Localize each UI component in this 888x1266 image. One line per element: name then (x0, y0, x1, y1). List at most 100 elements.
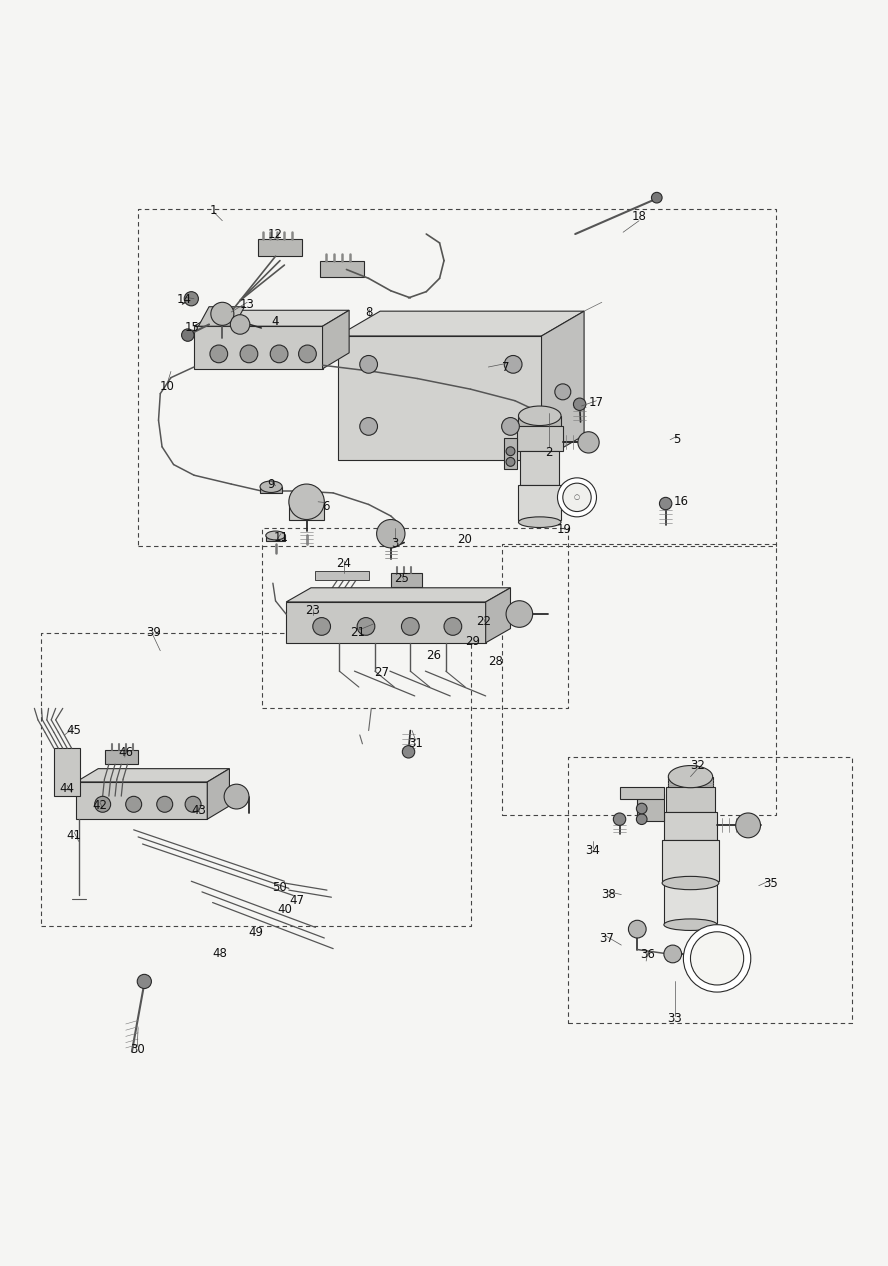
Circle shape (664, 946, 682, 963)
Text: 28: 28 (488, 655, 503, 668)
Polygon shape (106, 749, 139, 765)
Polygon shape (519, 485, 561, 520)
Circle shape (563, 484, 591, 511)
Circle shape (360, 418, 377, 436)
Polygon shape (194, 327, 322, 368)
Text: 24: 24 (337, 557, 352, 571)
Text: 14: 14 (177, 294, 192, 306)
Polygon shape (666, 787, 716, 812)
Polygon shape (320, 261, 364, 276)
Circle shape (224, 784, 249, 809)
Text: 12: 12 (268, 228, 283, 241)
Circle shape (629, 920, 646, 938)
Circle shape (637, 814, 647, 824)
Polygon shape (266, 536, 285, 541)
Text: 17: 17 (589, 396, 604, 409)
Text: ○: ○ (574, 494, 580, 500)
Polygon shape (620, 787, 664, 799)
Text: 41: 41 (67, 829, 82, 842)
Text: 44: 44 (59, 781, 75, 795)
Text: 35: 35 (763, 876, 778, 890)
Polygon shape (286, 587, 511, 601)
Circle shape (444, 618, 462, 636)
Polygon shape (519, 415, 561, 427)
Text: 20: 20 (457, 533, 472, 546)
Polygon shape (664, 882, 718, 923)
Polygon shape (337, 311, 584, 335)
Polygon shape (517, 427, 563, 451)
Text: 7: 7 (503, 361, 510, 373)
Circle shape (184, 291, 198, 306)
Text: 21: 21 (351, 627, 366, 639)
Text: 9: 9 (267, 477, 275, 490)
Circle shape (181, 329, 194, 342)
Text: 25: 25 (394, 571, 408, 585)
Polygon shape (664, 812, 718, 841)
Text: 43: 43 (191, 804, 206, 817)
Polygon shape (207, 768, 229, 819)
Polygon shape (669, 776, 713, 787)
Text: 36: 36 (640, 948, 655, 961)
Text: 33: 33 (667, 1013, 682, 1025)
Ellipse shape (669, 766, 713, 787)
Circle shape (660, 498, 672, 510)
Circle shape (357, 618, 375, 636)
Polygon shape (260, 486, 281, 492)
Circle shape (270, 346, 288, 363)
Text: 30: 30 (130, 1043, 145, 1056)
Text: 31: 31 (408, 737, 423, 751)
Text: 48: 48 (212, 947, 227, 961)
Circle shape (210, 346, 227, 363)
Circle shape (506, 447, 515, 456)
Text: 15: 15 (185, 320, 200, 334)
Polygon shape (322, 310, 349, 368)
Text: 22: 22 (476, 615, 491, 628)
Circle shape (401, 618, 419, 636)
Circle shape (95, 796, 111, 813)
Text: 50: 50 (273, 881, 288, 894)
Polygon shape (289, 501, 324, 519)
Text: 2: 2 (545, 446, 552, 458)
Polygon shape (194, 310, 349, 327)
Text: 6: 6 (322, 500, 329, 513)
Text: 1: 1 (210, 204, 218, 216)
Circle shape (230, 315, 250, 334)
Circle shape (574, 398, 586, 410)
Circle shape (185, 796, 201, 813)
Ellipse shape (519, 406, 561, 425)
Circle shape (614, 813, 626, 825)
Text: 8: 8 (365, 305, 372, 319)
Polygon shape (76, 768, 229, 782)
Circle shape (289, 484, 324, 519)
Text: 26: 26 (426, 648, 440, 662)
Text: 27: 27 (375, 666, 390, 680)
Text: 29: 29 (465, 636, 480, 648)
Text: 13: 13 (240, 299, 255, 311)
Text: 3: 3 (392, 537, 399, 549)
Ellipse shape (260, 481, 282, 492)
Circle shape (157, 796, 172, 813)
Text: 40: 40 (277, 903, 292, 917)
Circle shape (555, 384, 571, 400)
Circle shape (298, 346, 316, 363)
Polygon shape (315, 571, 369, 580)
Circle shape (138, 975, 152, 989)
Text: 23: 23 (305, 604, 321, 618)
Text: 16: 16 (674, 495, 689, 508)
Polygon shape (486, 587, 511, 643)
Polygon shape (286, 601, 486, 643)
Text: 42: 42 (92, 799, 107, 812)
Ellipse shape (519, 517, 561, 528)
Polygon shape (391, 572, 422, 587)
Polygon shape (542, 311, 584, 460)
Text: 49: 49 (249, 927, 264, 939)
Text: 5: 5 (673, 433, 681, 446)
Polygon shape (638, 794, 664, 820)
Circle shape (504, 356, 522, 373)
Circle shape (652, 192, 662, 203)
Text: 47: 47 (289, 894, 305, 908)
Polygon shape (258, 239, 302, 256)
Text: 46: 46 (118, 746, 133, 760)
Circle shape (684, 924, 750, 993)
Circle shape (126, 796, 142, 813)
